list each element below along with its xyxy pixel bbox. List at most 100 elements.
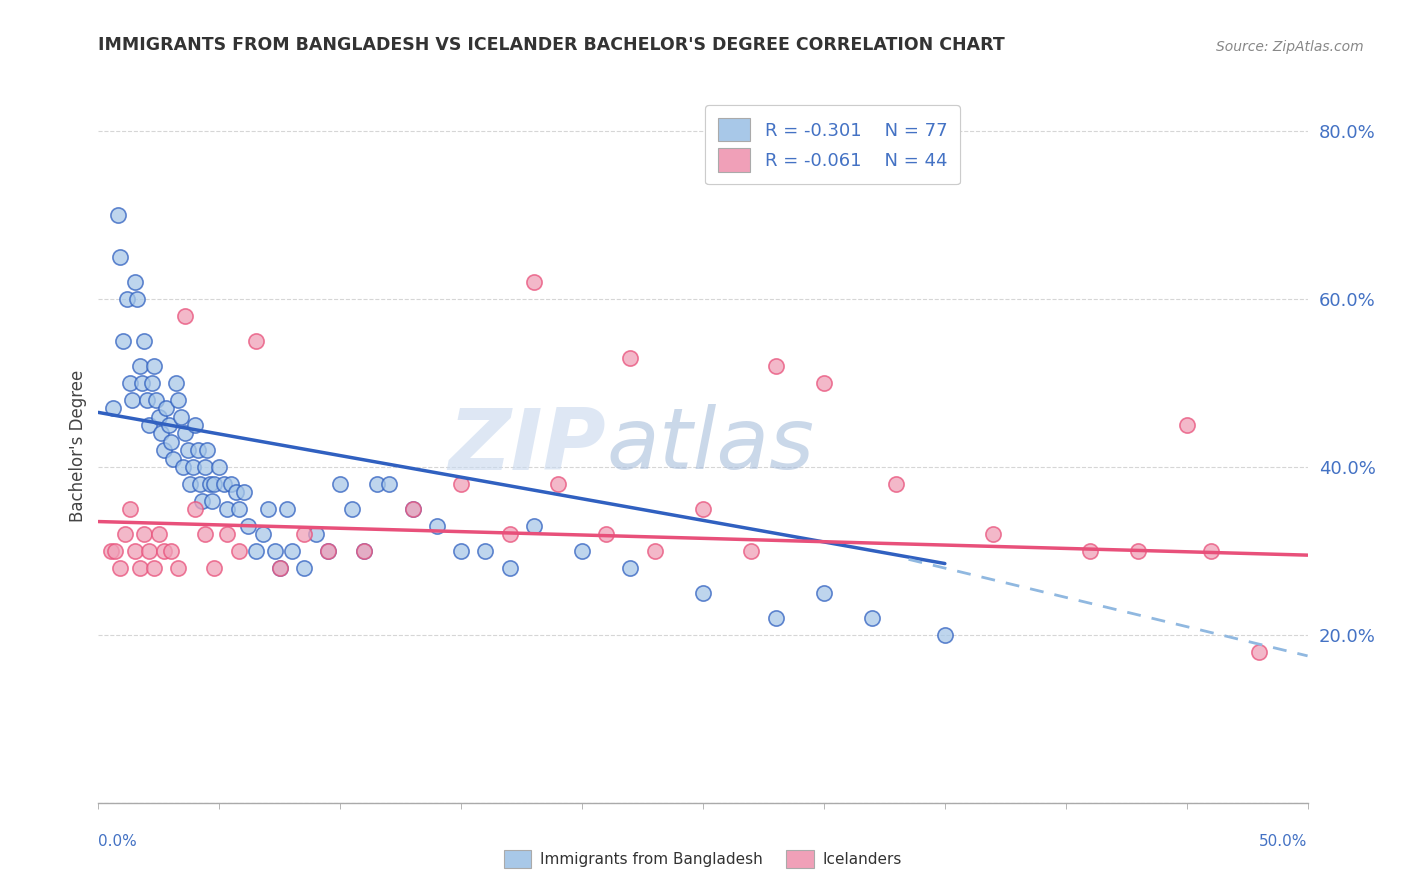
Point: [121, 392, 143, 407]
Point: [194, 460, 217, 475]
Point: [108, 250, 131, 264]
Point: [269, 560, 291, 574]
Point: [172, 460, 194, 475]
Point: [135, 392, 157, 407]
Point: [886, 476, 908, 491]
Text: 0.0%: 0.0%: [98, 834, 138, 849]
Point: [124, 275, 146, 289]
Point: [169, 409, 191, 424]
Point: [177, 443, 200, 458]
Point: [981, 527, 1004, 541]
Point: [165, 376, 187, 390]
Text: IMMIGRANTS FROM BANGLADESH VS ICELANDER BACHELOR'S DEGREE CORRELATION CHART: IMMIGRANTS FROM BANGLADESH VS ICELANDER …: [98, 36, 1005, 54]
Point: [128, 560, 150, 574]
Point: [167, 392, 190, 407]
Point: [228, 502, 250, 516]
Point: [179, 476, 201, 491]
Point: [184, 417, 207, 432]
Point: [860, 611, 883, 625]
Point: [160, 434, 183, 449]
Y-axis label: Bachelor's Degree: Bachelor's Degree: [69, 370, 87, 522]
Point: [181, 460, 204, 475]
Point: [228, 544, 250, 558]
Point: [1078, 544, 1101, 558]
Point: [131, 376, 153, 390]
Point: [208, 460, 231, 475]
Point: [353, 544, 375, 558]
Point: [934, 628, 956, 642]
Point: [305, 527, 328, 541]
Point: [143, 560, 166, 574]
Point: [117, 292, 139, 306]
Point: [316, 544, 339, 558]
Point: [148, 527, 170, 541]
Point: [740, 544, 762, 558]
Text: 50.0%: 50.0%: [1260, 834, 1308, 849]
Point: [118, 502, 141, 516]
Text: atlas: atlas: [606, 404, 814, 488]
Point: [1199, 544, 1222, 558]
Point: [160, 544, 183, 558]
Point: [292, 560, 315, 574]
Point: [765, 359, 787, 374]
Point: [426, 518, 449, 533]
Point: [571, 544, 593, 558]
Point: [212, 476, 235, 491]
Point: [143, 359, 166, 374]
Point: [523, 518, 546, 533]
Point: [108, 560, 131, 574]
Point: [281, 544, 304, 558]
Point: [547, 476, 569, 491]
Point: [134, 334, 156, 348]
Point: [124, 544, 146, 558]
Point: [141, 376, 163, 390]
Point: [1249, 645, 1271, 659]
Point: [138, 417, 160, 432]
Point: [245, 334, 267, 348]
Point: [245, 544, 267, 558]
Point: [138, 544, 160, 558]
Point: [155, 401, 177, 416]
Point: [474, 544, 496, 558]
Point: [595, 527, 617, 541]
Point: [813, 586, 835, 600]
Point: [174, 426, 197, 441]
Point: [188, 476, 211, 491]
Point: [498, 527, 520, 541]
Point: [353, 544, 375, 558]
Point: [194, 527, 217, 541]
Point: [111, 334, 134, 348]
Point: [127, 292, 149, 306]
Point: [692, 502, 714, 516]
Point: [498, 560, 520, 574]
Point: [342, 502, 364, 516]
Point: [162, 451, 184, 466]
Point: [619, 351, 641, 365]
Point: [402, 502, 425, 516]
Point: [1128, 544, 1150, 558]
Point: [225, 485, 247, 500]
Point: [215, 502, 238, 516]
Point: [238, 518, 260, 533]
Point: [619, 560, 641, 574]
Point: [523, 275, 546, 289]
Point: [104, 544, 127, 558]
Point: [148, 409, 170, 424]
Point: [692, 586, 714, 600]
Point: [215, 527, 238, 541]
Point: [256, 502, 278, 516]
Point: [765, 611, 787, 625]
Point: [191, 493, 214, 508]
Point: [316, 544, 339, 558]
Point: [813, 376, 835, 390]
Legend: R = -0.301    N = 77, R = -0.061    N = 44: R = -0.301 N = 77, R = -0.061 N = 44: [706, 105, 960, 185]
Point: [187, 443, 209, 458]
Point: [450, 544, 472, 558]
Point: [198, 476, 221, 491]
Point: [221, 476, 243, 491]
Point: [329, 476, 352, 491]
Point: [174, 309, 197, 323]
Point: [644, 544, 666, 558]
Point: [145, 392, 167, 407]
Point: [450, 476, 472, 491]
